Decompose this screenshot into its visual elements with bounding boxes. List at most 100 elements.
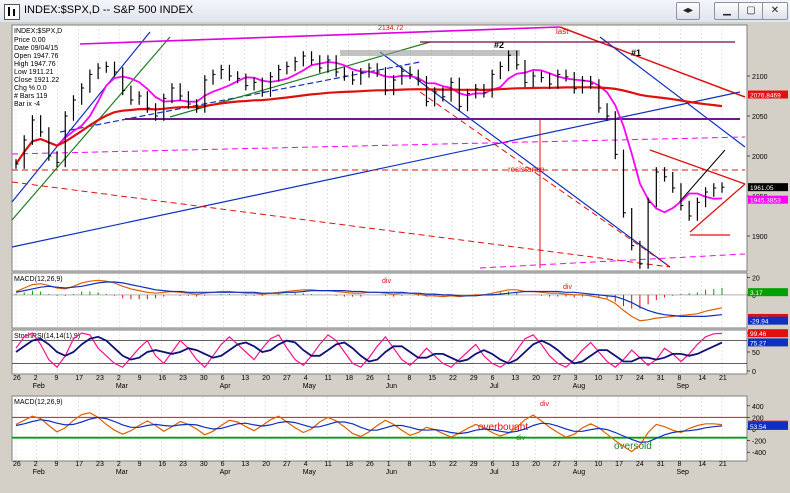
value-tag-label: 1945.3853 <box>750 198 781 205</box>
annotation-oversold: oversold <box>614 441 652 452</box>
trendline-green-1 <box>11 36 171 221</box>
x-tick-label: 31 <box>657 375 665 382</box>
x-tick-label: 2 <box>117 461 121 468</box>
wedge-bottom <box>689 183 746 233</box>
x-tick-label: 27 <box>283 375 291 382</box>
x-tick-label: 24 <box>636 375 644 382</box>
value-tag <box>748 338 788 347</box>
x-tick-label: 23 <box>96 375 104 382</box>
macd2-lines <box>12 412 747 453</box>
x-tick-label: 16 <box>158 375 166 382</box>
x-tick-label: 8 <box>408 375 412 382</box>
value-tag-label: 53.54 <box>750 424 767 431</box>
x-tick-label: 20 <box>532 375 540 382</box>
value-tag-label: 99.46 <box>750 331 767 338</box>
x-tick-label: 4 <box>304 375 308 382</box>
info-row--bars: # Bars 119 <box>14 93 47 100</box>
x-tick-label: 22 <box>449 461 457 468</box>
macd-pane[interactable] <box>11 272 748 329</box>
x-tick-label: 9 <box>138 375 142 382</box>
info-row-close: Close 1921.22 <box>14 77 59 84</box>
x-month-label: Jul <box>490 469 499 476</box>
maximize-button[interactable]: ▢ <box>738 2 764 20</box>
x-tick-label: 1 <box>387 375 391 382</box>
price-pane[interactable] <box>11 24 748 272</box>
x-tick-label: 15 <box>428 375 436 382</box>
x-tick-label: 17 <box>75 461 83 468</box>
annotation-div-macd: div <box>382 278 391 285</box>
y-tick-label: 1900 <box>752 234 768 241</box>
annotation-1: #1 <box>631 48 641 58</box>
x-tick-label: 18 <box>345 461 353 468</box>
stochrsi-pane[interactable] <box>11 329 748 375</box>
x-tick-label: 27 <box>553 461 561 468</box>
y-tick-label: 20 <box>752 276 760 283</box>
trendline-red-dash-2 <box>11 181 671 268</box>
trendline-magenta-top <box>79 26 561 45</box>
price-bars <box>15 50 725 269</box>
x-tick-label: 26 <box>366 461 374 468</box>
x-tick-label: 20 <box>532 461 540 468</box>
magenta-dash <box>11 136 746 155</box>
annotation-resistance: resistance <box>508 165 545 174</box>
close-button[interactable]: ✕ <box>762 2 788 20</box>
grid-lines <box>15 25 723 461</box>
x-tick-label: 13 <box>241 375 249 382</box>
trendline-blue-1 <box>11 31 151 203</box>
trendline-blue-fall-2 <box>599 36 746 148</box>
x-tick-label: 13 <box>241 461 249 468</box>
x-month-label: May <box>303 383 317 390</box>
x-tick-label: 6 <box>491 461 495 468</box>
x-tick-label: 9 <box>138 461 142 468</box>
x-tick-label: 9 <box>55 375 59 382</box>
x-tick-label: 24 <box>636 461 644 468</box>
y-tick-label: 2100 <box>752 74 768 81</box>
x-month-label: Jul <box>490 383 499 390</box>
app-icon[interactable] <box>4 4 20 20</box>
annotation-div-macd-2: div <box>563 284 572 291</box>
y-tick-label: 200 <box>752 415 764 422</box>
x-month-label: Jun <box>386 469 397 476</box>
x-tick-label: 17 <box>615 461 623 468</box>
minimize-button[interactable]: ▁ <box>714 2 740 20</box>
x-tick-label: 26 <box>366 375 374 382</box>
y-tick-label: -400 <box>752 450 766 457</box>
info-row-price: Price 0.00 <box>14 37 46 44</box>
value-tag-label: 3.17 <box>750 290 763 297</box>
value-tag <box>748 421 788 430</box>
stochrsi-lines <box>12 332 747 369</box>
trendline-red-dash <box>419 91 671 268</box>
macd-title: MACD(12,26,9) <box>14 276 63 283</box>
x-tick-label: 29 <box>470 375 478 382</box>
x-tick-label: 2 <box>34 461 38 468</box>
x-tick-label: 17 <box>615 375 623 382</box>
x-tick-label: 3 <box>574 375 578 382</box>
y-tick-label: 2000 <box>752 154 768 161</box>
x-tick-label: 3 <box>574 461 578 468</box>
value-tag-label: 2076.8469 <box>750 93 781 100</box>
x-month-label: Aug <box>573 383 586 390</box>
info-row-low: Low 1911.21 <box>14 69 54 76</box>
trendlines <box>11 26 746 269</box>
x-tick-label: 18 <box>345 375 353 382</box>
x-tick-label: 27 <box>553 375 561 382</box>
y-tick-label: 0 <box>752 369 756 376</box>
macd-signal-line <box>15 281 723 317</box>
x-month-label: Apr <box>220 383 232 390</box>
x-tick-label: 14 <box>698 375 706 382</box>
y-tick-label: 0 <box>752 427 756 434</box>
x-tick-label: 26 <box>13 375 21 382</box>
x-tick-label: 8 <box>677 375 681 382</box>
title-bar: INDEX:$SPX,D -- S&P 500 INDEX ◂▸ ▁ ▢ ✕ <box>0 0 790 23</box>
stoch-d-line <box>15 335 723 365</box>
scroll-arrows-button[interactable]: ◂▸ <box>676 2 700 20</box>
x-tick-label: 20 <box>262 461 270 468</box>
x-tick-label: 8 <box>677 461 681 468</box>
x-tick-label: 6 <box>221 375 225 382</box>
grey-box <box>340 50 520 56</box>
x-tick-label: 2 <box>34 375 38 382</box>
x-month-label: May <box>303 469 317 476</box>
